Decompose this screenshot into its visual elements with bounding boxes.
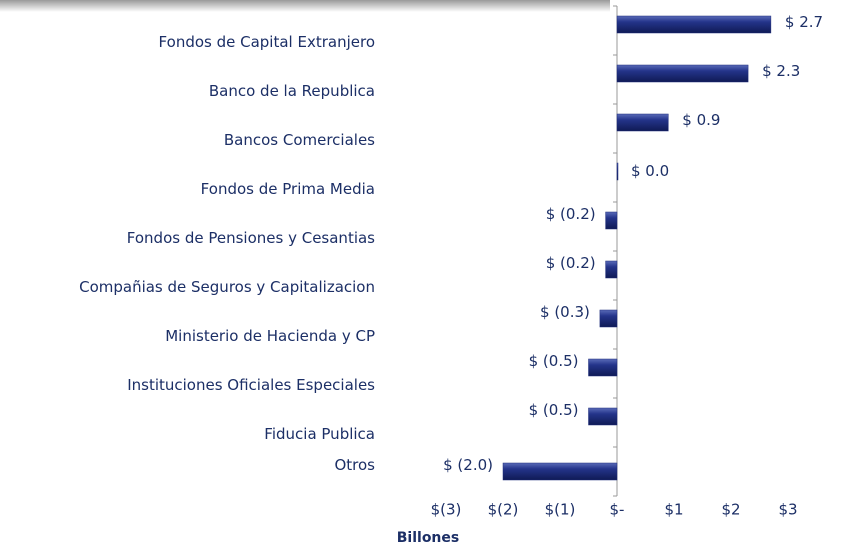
- value-label: $ (0.5): [529, 352, 579, 370]
- bar: [588, 358, 618, 377]
- bar: [616, 64, 749, 83]
- value-label: $ (0.3): [540, 303, 590, 321]
- bar: [616, 15, 772, 34]
- x-tick-label: $(2): [488, 501, 519, 519]
- category-label: Fondos de Capital Extranjero: [159, 33, 375, 51]
- category-label: Banco de la Republica: [209, 82, 375, 100]
- category-label: Instituciones Oficiales Especiales: [127, 376, 375, 394]
- category-label: Fondos de Pensiones y Cesantias: [127, 229, 375, 247]
- header-shadow: [0, 0, 610, 12]
- category-label: Ministerio de Hacienda y CP: [165, 327, 375, 345]
- category-label: Bancos Comerciales: [224, 131, 375, 149]
- value-label: $ 0.9: [682, 111, 720, 129]
- x-tick-label: $2: [721, 501, 740, 519]
- bar: [599, 309, 618, 328]
- x-tick-label: $(3): [431, 501, 462, 519]
- bar: [616, 113, 669, 132]
- bar: [616, 162, 619, 181]
- bar: [502, 462, 618, 481]
- value-label: $ 2.7: [785, 13, 823, 31]
- value-label: $ 0.0: [631, 162, 669, 180]
- bar: [605, 211, 618, 230]
- value-label: $ (0.2): [546, 205, 596, 223]
- x-tick-label: $-: [610, 501, 625, 519]
- bar: [588, 407, 618, 426]
- category-label: Otros: [334, 456, 375, 474]
- category-label: Fiducia Publica: [264, 425, 375, 443]
- value-label: $ (0.2): [546, 254, 596, 272]
- value-label: $ 2.3: [762, 62, 800, 80]
- category-label: Compañias de Seguros y Capitalizacion: [79, 278, 375, 296]
- x-axis-title: Billones: [397, 530, 459, 546]
- bar: [605, 260, 618, 279]
- value-label: $ (2.0): [443, 456, 493, 474]
- x-tick-label: $1: [664, 501, 683, 519]
- x-tick-label: $3: [778, 501, 797, 519]
- x-tick-label: $(1): [545, 501, 576, 519]
- value-label: $ (0.5): [529, 401, 579, 419]
- category-label: Fondos de Prima Media: [201, 180, 375, 198]
